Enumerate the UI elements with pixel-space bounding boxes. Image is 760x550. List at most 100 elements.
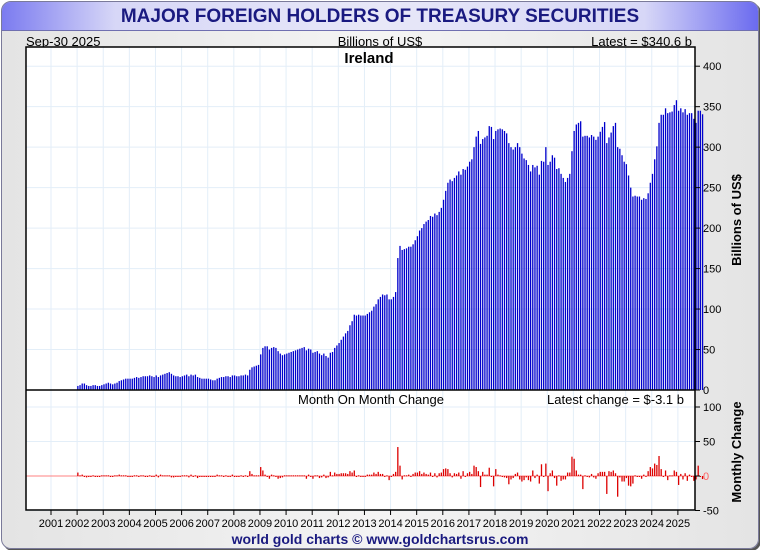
y-axis-title-lower: Monthly Change bbox=[729, 401, 744, 502]
change-bar bbox=[671, 475, 673, 477]
change-bar bbox=[172, 476, 175, 478]
change-bar bbox=[188, 476, 190, 478]
holdings-bar bbox=[244, 374, 247, 390]
holdings-bar bbox=[151, 376, 153, 390]
holdings-bar bbox=[83, 383, 86, 390]
holdings-bar bbox=[275, 347, 277, 390]
change-bar bbox=[516, 472, 519, 476]
change-bar bbox=[614, 473, 617, 476]
change-bar bbox=[636, 476, 638, 477]
holdings-bar bbox=[634, 195, 636, 390]
change-bar bbox=[305, 476, 308, 479]
x-tick-label: 2019 bbox=[509, 518, 533, 530]
change-bar bbox=[475, 467, 477, 476]
holdings-bar bbox=[338, 343, 340, 390]
change-bar bbox=[414, 472, 416, 476]
holdings-bar bbox=[183, 375, 186, 390]
holdings-bar bbox=[201, 378, 203, 390]
change-bar bbox=[442, 469, 445, 476]
change-bar bbox=[273, 475, 275, 477]
holdings-bar bbox=[264, 346, 266, 390]
change-bar bbox=[283, 475, 286, 477]
change-bar bbox=[549, 473, 551, 476]
holdings-bar bbox=[281, 355, 284, 390]
change-bar bbox=[105, 475, 107, 477]
holdings-bar bbox=[144, 376, 146, 390]
holdings-bar bbox=[558, 168, 560, 390]
holdings-bar bbox=[142, 376, 144, 390]
holdings-bar bbox=[562, 177, 564, 390]
holdings-bar bbox=[534, 167, 536, 390]
holdings-bar bbox=[364, 315, 366, 390]
holdings-bar bbox=[146, 376, 149, 390]
holdings-bar bbox=[658, 122, 660, 391]
holdings-bar bbox=[532, 164, 534, 390]
change-bar bbox=[553, 476, 556, 479]
change-bar bbox=[427, 474, 429, 476]
change-bar bbox=[529, 476, 532, 482]
holdings-bar bbox=[79, 385, 81, 390]
change-bar bbox=[279, 476, 281, 479]
x-tick-label: 2021 bbox=[561, 518, 585, 530]
chart-title: MAJOR FOREIGN HOLDERS OF TREASURY SECURI… bbox=[120, 6, 640, 27]
holdings-bar bbox=[340, 339, 342, 390]
change-bar bbox=[569, 472, 571, 476]
x-tick-label: 2017 bbox=[457, 518, 481, 530]
change-bar bbox=[355, 476, 358, 477]
change-bar bbox=[397, 447, 399, 476]
holdings-bar bbox=[495, 130, 497, 390]
change-bar bbox=[203, 476, 205, 477]
holdings-bar bbox=[429, 215, 432, 390]
holdings-bar bbox=[586, 135, 588, 390]
holdings-bar bbox=[597, 136, 599, 390]
change-bar bbox=[451, 476, 453, 478]
holdings-bar bbox=[88, 385, 90, 390]
change-bar bbox=[675, 471, 678, 476]
change-bar bbox=[327, 476, 329, 478]
x-tick-label: 2018 bbox=[483, 518, 507, 530]
change-bar bbox=[371, 474, 373, 476]
change-bar bbox=[573, 458, 575, 476]
x-tick-label: 2016 bbox=[431, 518, 455, 530]
change-bar bbox=[179, 476, 181, 477]
holdings-bar bbox=[135, 377, 138, 390]
change-bar bbox=[342, 473, 345, 476]
change-bar bbox=[238, 476, 240, 477]
holdings-bar bbox=[425, 221, 427, 390]
change-bar bbox=[175, 476, 177, 477]
change-bar bbox=[593, 476, 595, 478]
holdings-bar bbox=[590, 135, 593, 390]
holdings-bar bbox=[662, 114, 665, 391]
change-bar bbox=[501, 476, 503, 477]
holdings-bar bbox=[447, 182, 449, 390]
change-bar bbox=[534, 476, 536, 479]
change-bar bbox=[299, 475, 301, 477]
change-bar bbox=[471, 473, 473, 476]
change-bar bbox=[688, 474, 691, 476]
holdings-bar bbox=[521, 153, 523, 390]
x-tick-label: 2013 bbox=[352, 518, 376, 530]
change-bar bbox=[353, 470, 355, 476]
y-tick-label: 350 bbox=[703, 102, 721, 114]
holdings-bar bbox=[479, 143, 482, 390]
y-tick-label: 0 bbox=[703, 385, 709, 397]
change-bar bbox=[357, 475, 360, 477]
change-bar bbox=[512, 476, 514, 479]
change-bar bbox=[649, 467, 651, 476]
y-tick-label-lower: -50 bbox=[703, 506, 719, 518]
change-bar bbox=[168, 475, 170, 477]
holdings-bar bbox=[214, 380, 216, 390]
change-bar bbox=[164, 475, 166, 477]
change-bar bbox=[112, 476, 114, 477]
change-bar bbox=[434, 473, 436, 476]
holdings-bar bbox=[536, 165, 538, 390]
change-bar bbox=[216, 474, 218, 476]
holdings-bar bbox=[477, 130, 480, 390]
change-bar bbox=[253, 475, 255, 477]
holdings-bar bbox=[166, 373, 168, 390]
change-bar bbox=[94, 476, 96, 477]
change-bar bbox=[190, 474, 192, 476]
change-bar bbox=[488, 467, 490, 476]
holdings-bar bbox=[320, 355, 323, 390]
